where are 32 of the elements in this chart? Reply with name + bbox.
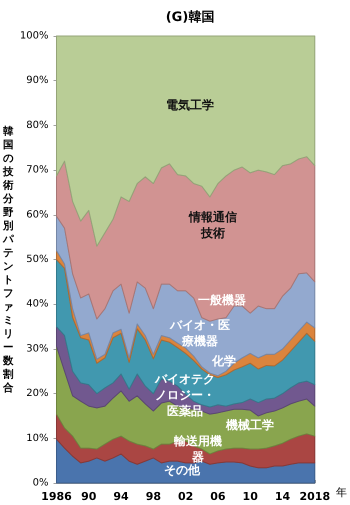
x-tick-label: 10 <box>242 490 258 503</box>
x-axis-title: 年 <box>336 486 347 499</box>
series-label: 輸送用機器 <box>173 434 222 464</box>
y-tick-label: 60% <box>26 209 48 220</box>
series-label: その他 <box>164 463 201 477</box>
text: 韓国の技術分野別パテントファミリー数割合 <box>3 125 14 394</box>
y-tick-label: 90% <box>26 75 48 86</box>
x-tick-label: 94 <box>113 490 130 503</box>
y-tick-label: 10% <box>26 432 48 444</box>
y-tick-label: 40% <box>26 298 48 310</box>
x-tick-label: 90 <box>81 490 97 503</box>
chart-title: (G)韓国 <box>166 10 214 25</box>
series-label: 電気工学 <box>166 98 214 112</box>
y-tick-label: 100% <box>20 30 48 42</box>
y-tick-label: 0% <box>32 478 48 488</box>
x-tick-label: 2018 <box>299 490 330 503</box>
series-label: バイオ・医療機器 <box>169 318 230 348</box>
x-tick-label: 14 <box>274 490 290 503</box>
y-tick-label: 30% <box>26 343 48 354</box>
y-tick-label: 70% <box>26 164 48 176</box>
x-tick-label: 06 <box>210 490 226 503</box>
series-label: 一般機器 <box>198 293 246 307</box>
y-tick-label: 50% <box>26 254 48 265</box>
series-label: 化学 <box>211 354 236 368</box>
series-label: 機械工学 <box>225 418 274 432</box>
y-tick-label: 20% <box>26 388 48 400</box>
x-tick-label: 02 <box>178 490 194 503</box>
series-label: 情報通信技術 <box>188 210 237 240</box>
x-tick-label: 1986 <box>41 490 72 503</box>
x-tick-label: 98 <box>146 490 162 503</box>
series-label: バイオテクノロジー・医薬品 <box>154 372 215 418</box>
y-tick-label: 80% <box>26 120 48 131</box>
